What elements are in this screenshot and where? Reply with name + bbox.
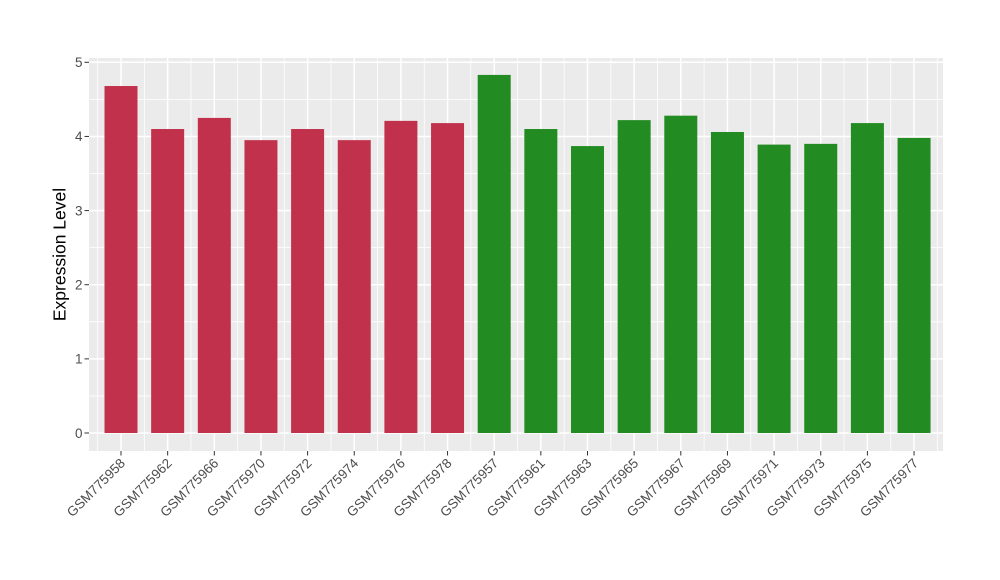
bar-GSM775958 <box>104 86 138 433</box>
bar-GSM775971 <box>757 144 791 433</box>
bar-GSM775969 <box>710 131 744 434</box>
bar-GSM775973 <box>804 143 838 433</box>
bars-layer <box>104 74 931 434</box>
bar-GSM775965 <box>617 120 651 433</box>
y-tick-label: 4 <box>75 129 83 144</box>
bar-GSM775962 <box>151 129 185 433</box>
y-tick-label: 2 <box>75 278 83 293</box>
bar-GSM775966 <box>197 117 231 433</box>
bar-GSM775978 <box>431 123 465 434</box>
bar-GSM775970 <box>244 140 278 433</box>
bar-GSM775972 <box>291 129 325 433</box>
y-tick-label: 1 <box>75 352 83 367</box>
y-tick-label: 5 <box>75 55 83 70</box>
bar-GSM775967 <box>664 115 698 434</box>
bar-GSM775963 <box>571 146 604 434</box>
bar-GSM775974 <box>337 140 371 433</box>
y-axis-title: Expression Level <box>50 188 70 321</box>
plot-panel-layer <box>89 58 943 451</box>
bar-GSM775976 <box>384 120 418 433</box>
bar-GSM775977 <box>897 137 931 434</box>
y-tick-label: 3 <box>75 203 83 218</box>
bar-GSM775957 <box>477 74 511 433</box>
bar-GSM775975 <box>850 123 884 434</box>
bar-GSM775961 <box>524 129 558 433</box>
y-tick-label: 0 <box>75 426 83 441</box>
plot-panel <box>89 58 943 451</box>
